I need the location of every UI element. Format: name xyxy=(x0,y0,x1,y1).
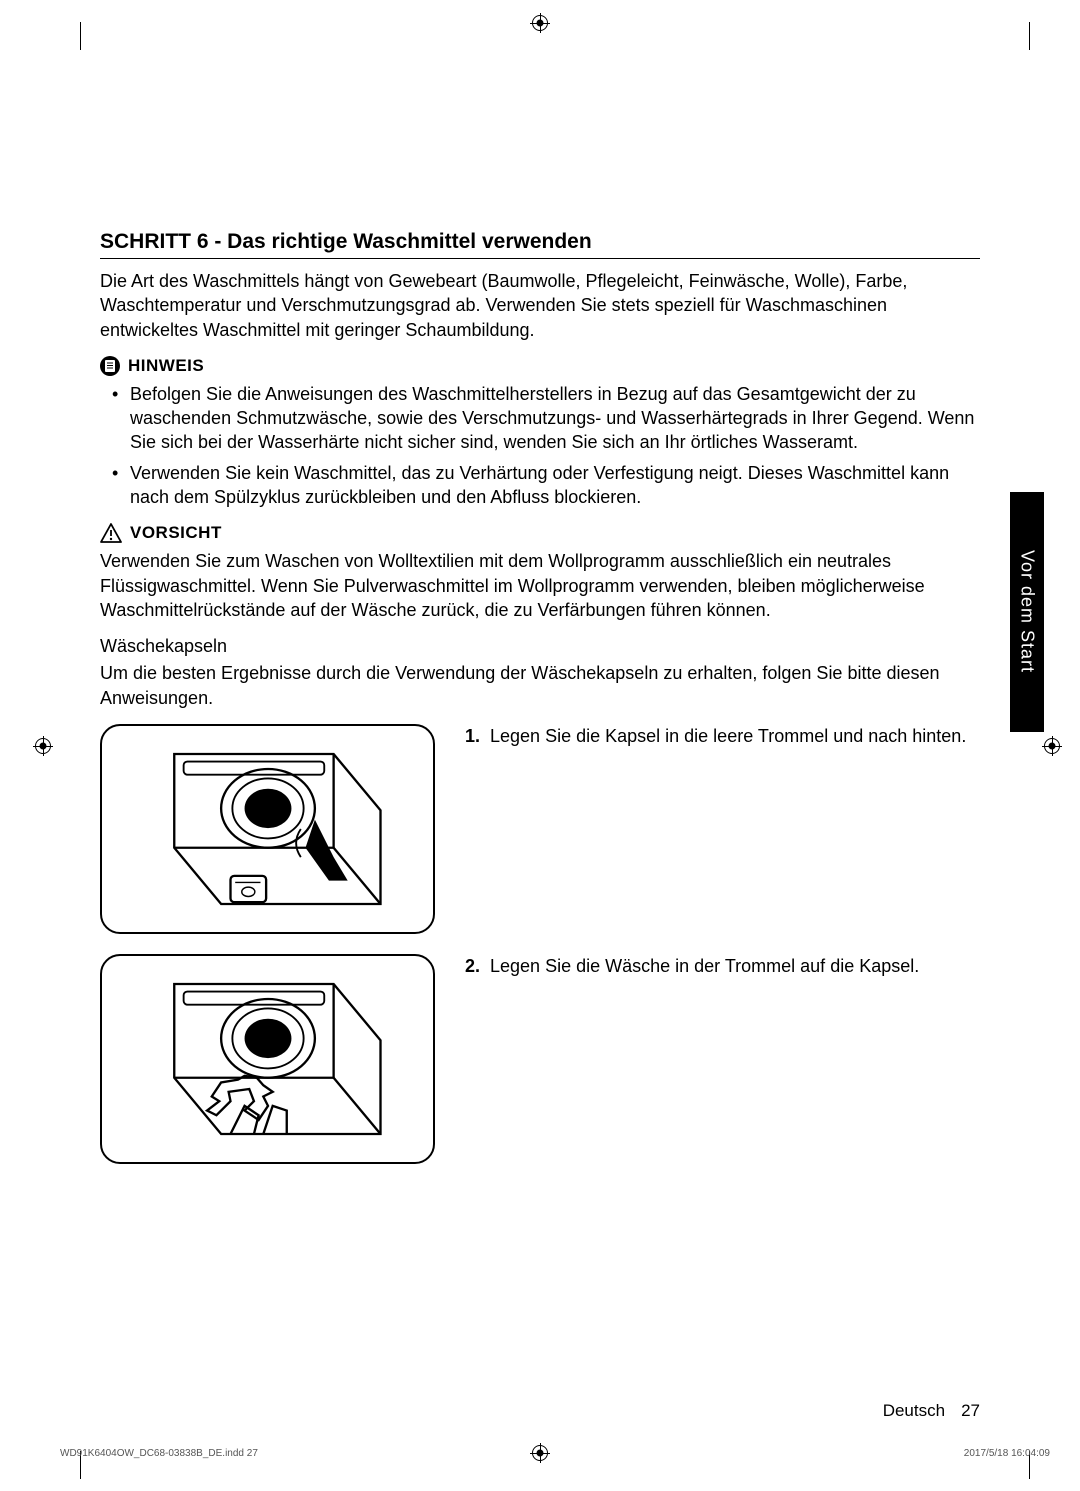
capsules-heading: Wäschekapseln xyxy=(100,636,980,657)
caution-text: Verwenden Sie zum Waschen von Wolltextil… xyxy=(100,549,980,622)
step-row: 1. Legen Sie die Kapsel in die leere Tro… xyxy=(100,724,980,934)
print-file: WD91K6404OW_DC68-03838B_DE.indd 27 xyxy=(60,1448,258,1459)
section-title: SCHRITT 6 - Das richtige Waschmittel ver… xyxy=(100,230,980,259)
footer-lang: Deutsch xyxy=(883,1401,945,1421)
step-text: 2. Legen Sie die Wäsche in der Trommel a… xyxy=(465,954,980,978)
capsules-intro: Um die besten Ergebnisse durch die Verwe… xyxy=(100,661,980,710)
caution-header: VORSICHT xyxy=(100,523,980,543)
step-description: Legen Sie die Kapsel in die leere Tromme… xyxy=(490,724,966,748)
footer-page-number: 27 xyxy=(961,1401,980,1421)
note-item: Verwenden Sie kein Waschmittel, das zu V… xyxy=(100,461,980,510)
step-image-1 xyxy=(100,724,435,934)
section-intro: Die Art des Waschmittels hängt von Geweb… xyxy=(100,269,980,342)
step-row: 2. Legen Sie die Wäsche in der Trommel a… xyxy=(100,954,980,1164)
note-header: HINWEIS xyxy=(100,356,980,376)
note-icon xyxy=(100,356,120,376)
step-description: Legen Sie die Wäsche in der Trommel auf … xyxy=(490,954,919,978)
caution-icon xyxy=(100,523,122,543)
step-number: 1. xyxy=(465,724,480,748)
note-list: Befolgen Sie die Anweisungen des Waschmi… xyxy=(100,382,980,509)
step-number: 2. xyxy=(465,954,480,978)
caution-label: VORSICHT xyxy=(130,523,222,543)
print-date: 2017/5/18 16:04:09 xyxy=(964,1448,1050,1459)
step-image-2 xyxy=(100,954,435,1164)
note-item: Befolgen Sie die Anweisungen des Waschmi… xyxy=(100,382,980,455)
print-footer: WD91K6404OW_DC68-03838B_DE.indd 27 2017/… xyxy=(60,1448,1050,1459)
note-label: HINWEIS xyxy=(128,356,204,376)
step-text: 1. Legen Sie die Kapsel in die leere Tro… xyxy=(465,724,980,748)
page-footer: Deutsch 27 xyxy=(100,1401,980,1421)
